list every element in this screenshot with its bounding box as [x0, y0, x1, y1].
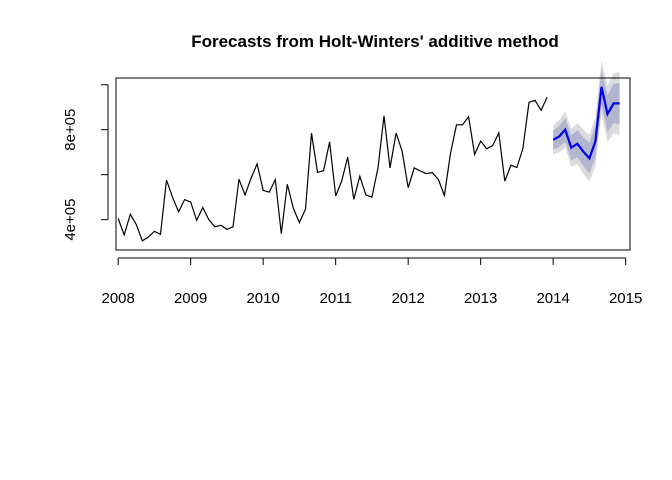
x-tick-label: 2009 [174, 290, 207, 307]
x-tick-label: 2010 [246, 290, 279, 307]
chart-title: Forecasts from Holt-Winters' additive me… [191, 32, 559, 51]
y-axis: 4e+05 8e+05 [62, 84, 109, 241]
x-tick-label: 2014 [536, 290, 569, 307]
y-tick-label: 4e+05 [62, 199, 79, 241]
x-axis: 2008 2009 2010 2011 2012 2013 2014 2015 [101, 257, 642, 307]
x-tick-label: 2012 [391, 290, 424, 307]
observed-series-line [117, 97, 548, 242]
x-tick-label: 2013 [464, 290, 497, 307]
x-tick-label: 2015 [609, 290, 642, 307]
plot-area-border [115, 77, 631, 251]
forecast-series-line [552, 86, 620, 161]
y-tick-label: 8e+05 [62, 109, 79, 151]
x-tick-label: 2008 [101, 290, 134, 307]
x-tick-label: 2011 [320, 290, 352, 307]
